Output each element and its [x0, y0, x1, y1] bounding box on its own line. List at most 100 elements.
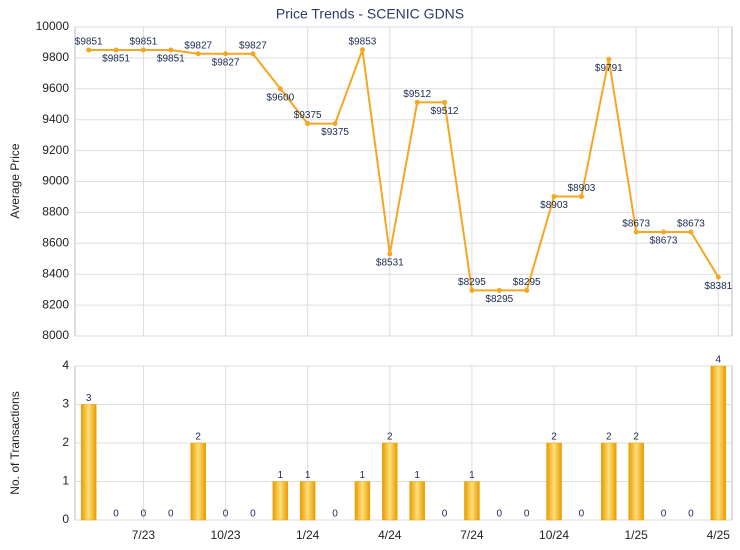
data-label: $9851	[130, 37, 158, 48]
data-label: $8673	[622, 219, 650, 230]
data-label: 0	[113, 509, 119, 520]
price-point	[661, 229, 667, 235]
price-point	[524, 287, 530, 293]
y-axis-label: No. of Transactions	[8, 391, 22, 494]
data-label: $9827	[239, 40, 267, 51]
y-tick-label: 9000	[42, 174, 69, 188]
price-point	[140, 47, 146, 53]
price-point	[305, 121, 311, 127]
y-axis-label: Average Price	[8, 143, 22, 218]
bar	[710, 365, 727, 521]
bar	[354, 481, 371, 521]
bar	[382, 442, 398, 521]
price-point	[578, 193, 584, 199]
y-tick-label: 10000	[36, 19, 70, 33]
y-tick-label: 8200	[42, 297, 69, 311]
data-label: 1	[360, 470, 366, 481]
bar	[272, 481, 289, 521]
price-point	[277, 86, 283, 92]
data-label: 0	[688, 509, 694, 520]
y-tick-label: 0	[62, 512, 69, 526]
data-label: $9512	[403, 89, 431, 100]
bar	[464, 481, 480, 521]
x-tick-label: 4/24	[378, 528, 402, 542]
data-label: 2	[387, 432, 393, 443]
chart-title: Price Trends - SCENIC GDNS	[276, 6, 464, 22]
price-point	[250, 51, 256, 57]
data-label: $8295	[485, 294, 513, 305]
price-point	[195, 51, 201, 57]
price-point	[359, 47, 365, 53]
data-label: 0	[250, 509, 256, 520]
y-tick-label: 8400	[42, 266, 69, 280]
bar	[409, 481, 425, 521]
data-label: 0	[497, 509, 503, 520]
data-label: 0	[168, 509, 174, 520]
x-tick-label: 4/25	[707, 528, 731, 542]
data-label: $8295	[513, 277, 541, 288]
data-label: $8673	[650, 236, 678, 247]
price-point	[387, 251, 393, 257]
y-tick-label: 8800	[42, 205, 69, 219]
bar	[190, 442, 206, 521]
x-tick-label: 1/24	[296, 528, 320, 542]
data-label: 1	[305, 470, 311, 481]
y-tick-label: 2	[62, 435, 69, 449]
data-label: 0	[223, 509, 229, 520]
data-label: $8531	[376, 258, 404, 269]
data-label: $9851	[157, 54, 185, 65]
y-tick-label: 1	[62, 474, 69, 488]
price-point	[606, 56, 612, 62]
data-label: 1	[278, 470, 284, 481]
data-label: $9512	[431, 106, 459, 117]
data-label: $8673	[677, 219, 705, 230]
x-tick-label: 10/23	[211, 528, 241, 542]
price-point	[496, 287, 502, 293]
bar	[80, 404, 97, 521]
price-point	[332, 121, 338, 127]
price-point	[551, 193, 557, 199]
data-label: 0	[524, 509, 530, 520]
y-tick-label: 9800	[42, 50, 69, 64]
x-tick-label: 1/25	[625, 528, 649, 542]
price-point	[442, 99, 448, 105]
price-point	[86, 47, 92, 53]
y-tick-label: 8600	[42, 235, 69, 249]
data-label: $9791	[595, 63, 623, 74]
bar	[628, 442, 644, 521]
data-label: $9375	[294, 110, 322, 121]
data-label: $9600	[266, 92, 294, 103]
price-point	[715, 274, 721, 280]
price-point	[688, 229, 694, 235]
price-point	[633, 229, 639, 235]
data-label: 2	[195, 432, 201, 443]
price-line	[88, 49, 720, 292]
data-label: 0	[141, 509, 147, 520]
data-label: 0	[579, 509, 585, 520]
data-label: $8903	[568, 183, 596, 194]
bar	[299, 481, 316, 521]
data-label: $8381	[704, 281, 732, 292]
data-label: $9827	[212, 57, 240, 68]
price-point	[414, 99, 420, 105]
data-label: $9375	[321, 127, 349, 138]
data-label: 0	[661, 509, 667, 520]
y-tick-label: 9400	[42, 112, 69, 126]
y-tick-label: 9200	[42, 143, 69, 157]
x-tick-label: 10/24	[539, 528, 569, 542]
price-point	[113, 47, 119, 53]
data-label: $9851	[102, 54, 130, 65]
y-tick-label: 3	[62, 397, 69, 411]
data-label: $8295	[458, 277, 486, 288]
data-label: 1	[414, 470, 420, 481]
data-label: 3	[86, 393, 92, 404]
y-tick-label: 8000	[42, 328, 69, 342]
x-tick-label: 7/23	[132, 528, 156, 542]
data-label: 1	[469, 470, 475, 481]
data-label: $9851	[75, 37, 103, 48]
data-label: 2	[633, 432, 639, 443]
data-label: $9853	[349, 36, 377, 47]
data-label: $9827	[184, 40, 212, 51]
data-label: 2	[606, 432, 612, 443]
data-label: 0	[332, 509, 338, 520]
